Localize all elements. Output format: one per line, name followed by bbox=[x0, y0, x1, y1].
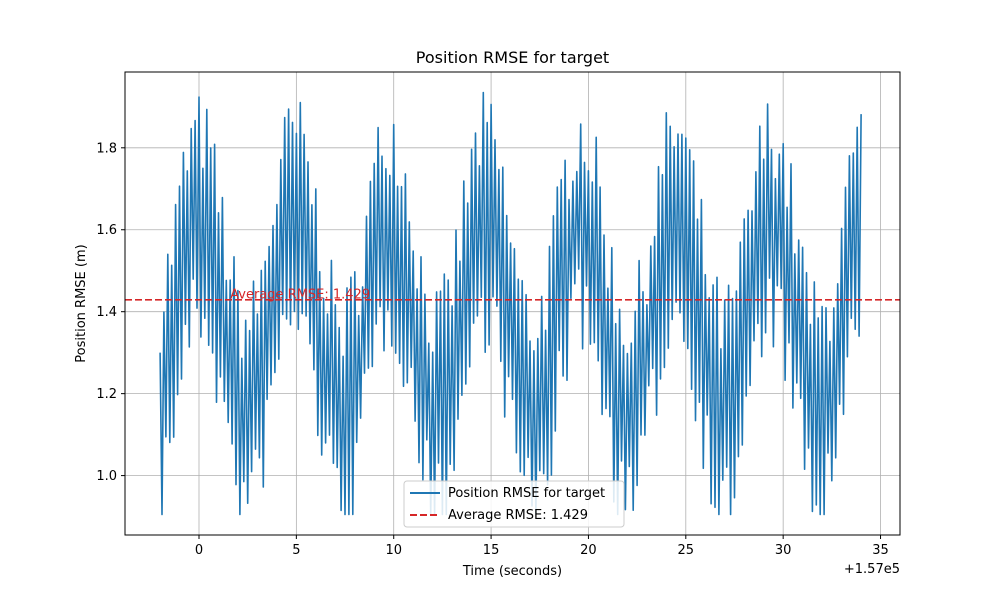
legend-box bbox=[403, 480, 625, 528]
x-axis: 0 5 10 15 20 25 30 35 bbox=[195, 535, 889, 558]
y-tick-label: 1.2 bbox=[96, 387, 117, 402]
x-axis-label: Time (seconds) bbox=[462, 564, 562, 579]
chart-title: Position RMSE for target bbox=[416, 48, 609, 67]
x-tick-label: 10 bbox=[385, 543, 402, 558]
legend: Position RMSE for target Average RMSE: 1… bbox=[403, 480, 625, 528]
x-tick-label: 25 bbox=[678, 543, 695, 558]
plot-series bbox=[125, 91, 900, 516]
y-tick-label: 1.6 bbox=[96, 223, 117, 238]
x-offset-label: +1.57e5 bbox=[844, 562, 900, 577]
y-tick-label: 1.4 bbox=[96, 305, 117, 320]
rmse-series-line bbox=[159, 91, 862, 516]
y-tick-label: 1.8 bbox=[96, 141, 117, 156]
y-axis: 1.0 1.2 1.4 1.6 1.8 bbox=[96, 141, 125, 484]
x-tick-label: 35 bbox=[872, 543, 889, 558]
x-tick-label: 5 bbox=[292, 543, 300, 558]
x-tick-label: 20 bbox=[580, 543, 597, 558]
average-annotation: Average RMSE: 1.429 bbox=[230, 288, 370, 303]
x-tick-label: 0 bbox=[195, 543, 203, 558]
y-axis-label: Position RMSE (m) bbox=[74, 244, 89, 362]
x-tick-label: 30 bbox=[775, 543, 792, 558]
plot-frame bbox=[124, 71, 901, 536]
y-tick-label: 1.0 bbox=[96, 469, 117, 484]
legend-label-average: Average RMSE: 1.429 bbox=[448, 508, 588, 523]
legend-label-rmse: Position RMSE for target bbox=[448, 486, 605, 501]
x-tick-label: 15 bbox=[483, 543, 500, 558]
